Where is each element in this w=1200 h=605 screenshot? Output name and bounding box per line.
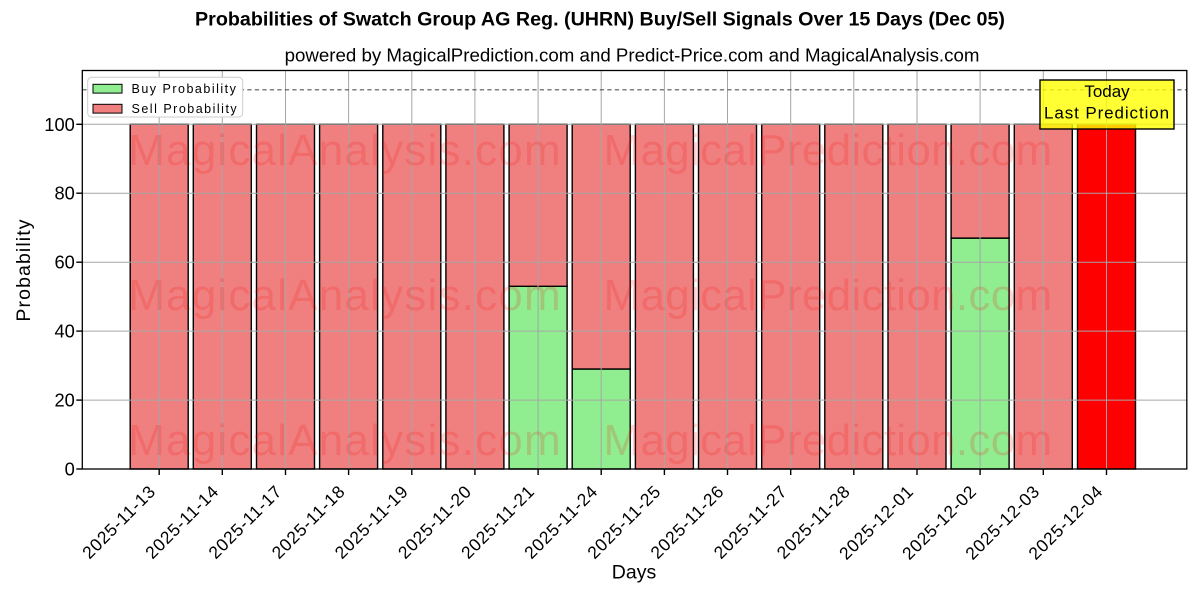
svg-text:Buy Probability: Buy Probability	[132, 82, 238, 96]
svg-text:Today: Today	[1084, 82, 1130, 101]
svg-text:100: 100	[44, 114, 75, 135]
svg-text:80: 80	[54, 183, 74, 204]
svg-text:Sell Probability: Sell Probability	[132, 102, 239, 116]
svg-text:60: 60	[54, 252, 74, 273]
svg-text:Days: Days	[612, 562, 657, 584]
svg-text:powered by MagicalPrediction.c: powered by MagicalPrediction.com and Pre…	[285, 45, 980, 66]
svg-text:MagicalAnalysis.com: MagicalAnalysis.com	[128, 126, 562, 175]
svg-text:MagicalPrediction.com: MagicalPrediction.com	[604, 416, 1053, 465]
svg-text:0: 0	[65, 459, 75, 480]
svg-text:20: 20	[54, 390, 74, 411]
svg-text:MagicalPrediction.com: MagicalPrediction.com	[604, 271, 1053, 320]
svg-text:40: 40	[54, 321, 74, 342]
svg-text:MagicalPrediction.com: MagicalPrediction.com	[604, 126, 1053, 175]
svg-text:Probability: Probability	[13, 218, 35, 321]
svg-text:Last Prediction: Last Prediction	[1044, 103, 1170, 122]
svg-text:Probabilities of Swatch Group: Probabilities of Swatch Group AG Reg. (U…	[195, 9, 1005, 31]
svg-text:MagicalAnalysis.com: MagicalAnalysis.com	[128, 416, 562, 465]
svg-text:MagicalAnalysis.com: MagicalAnalysis.com	[128, 271, 562, 320]
